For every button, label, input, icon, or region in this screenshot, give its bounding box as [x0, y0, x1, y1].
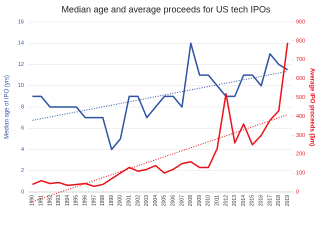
y2-axis-label: Average IPO proceeds ($m)	[308, 68, 314, 146]
x-tick-label: 2008	[188, 195, 194, 206]
x-tick-label: 2007	[179, 195, 185, 206]
x-tick-label: 1995	[74, 195, 80, 206]
x-tick-label: 1992	[47, 195, 53, 206]
x-tick-label: 2012	[223, 195, 229, 206]
x-tick-label: 2001	[127, 195, 133, 206]
trend-line	[32, 114, 288, 203]
y2-tick-label: 400	[296, 114, 305, 120]
chart-title: Median age and average proceeds for US t…	[61, 4, 271, 14]
x-tick-label: 2009	[197, 195, 203, 206]
x-tick-label: 2000	[118, 195, 124, 206]
y-tick-label: 16	[18, 19, 24, 25]
y-tick-label: 8	[21, 104, 24, 110]
x-tick-label: 2019	[285, 195, 291, 206]
x-tick-label: 2005	[162, 195, 168, 206]
chart: Median age and average proceeds for US t…	[5, 4, 315, 206]
x-tick-label: 1993	[56, 195, 62, 206]
y-tick-label: 12	[18, 62, 24, 68]
x-tick-label: 1991	[39, 195, 45, 206]
y2-tick-label: 800	[296, 38, 305, 44]
x-tick-label: 2017	[267, 195, 273, 206]
y2-tick-label: 700	[296, 57, 305, 63]
x-tick-label: 1990	[30, 195, 36, 206]
y-tick-label: 10	[18, 83, 24, 89]
series-line	[32, 42, 289, 188]
y2-tick-label: 100	[296, 171, 305, 177]
x-tick-label: 2014	[241, 195, 247, 206]
y-tick-label: 2	[21, 168, 24, 174]
x-tick-label: 2003	[144, 195, 150, 206]
x-tick-label: 2016	[259, 195, 265, 206]
x-tick-label: 2004	[153, 195, 159, 206]
trend-line	[32, 70, 288, 121]
x-tick-label: 2018	[276, 195, 282, 206]
x-tick-label: 2011	[215, 195, 221, 206]
y-tick-label: 14	[18, 41, 24, 47]
x-tick-label: 1998	[100, 195, 106, 206]
x-tick-label: 2013	[232, 195, 238, 206]
x-tick-label: 1994	[65, 195, 71, 206]
x-tick-label: 2002	[135, 195, 141, 206]
x-tick-label: 2015	[250, 195, 256, 206]
y2-tick-label: 0	[296, 189, 299, 195]
y-tick-label: 0	[21, 189, 24, 195]
y-axis-label: Median age of IPO (yrs)	[5, 75, 11, 139]
series-line	[32, 42, 288, 151]
y2-tick-label: 500	[296, 95, 305, 101]
y2-tick-label: 900	[296, 19, 305, 25]
x-tick-label: 1999	[109, 195, 115, 206]
x-tick-label: 1997	[91, 195, 97, 206]
y2-tick-label: 600	[296, 76, 305, 82]
x-tick-label: 2006	[171, 195, 177, 206]
x-tick-label: 2010	[206, 195, 212, 206]
x-tick-label: 1996	[83, 195, 89, 206]
y2-tick-label: 300	[296, 133, 305, 139]
y-tick-label: 4	[21, 147, 24, 153]
y-tick-label: 6	[21, 126, 24, 132]
y2-tick-label: 200	[296, 152, 305, 158]
